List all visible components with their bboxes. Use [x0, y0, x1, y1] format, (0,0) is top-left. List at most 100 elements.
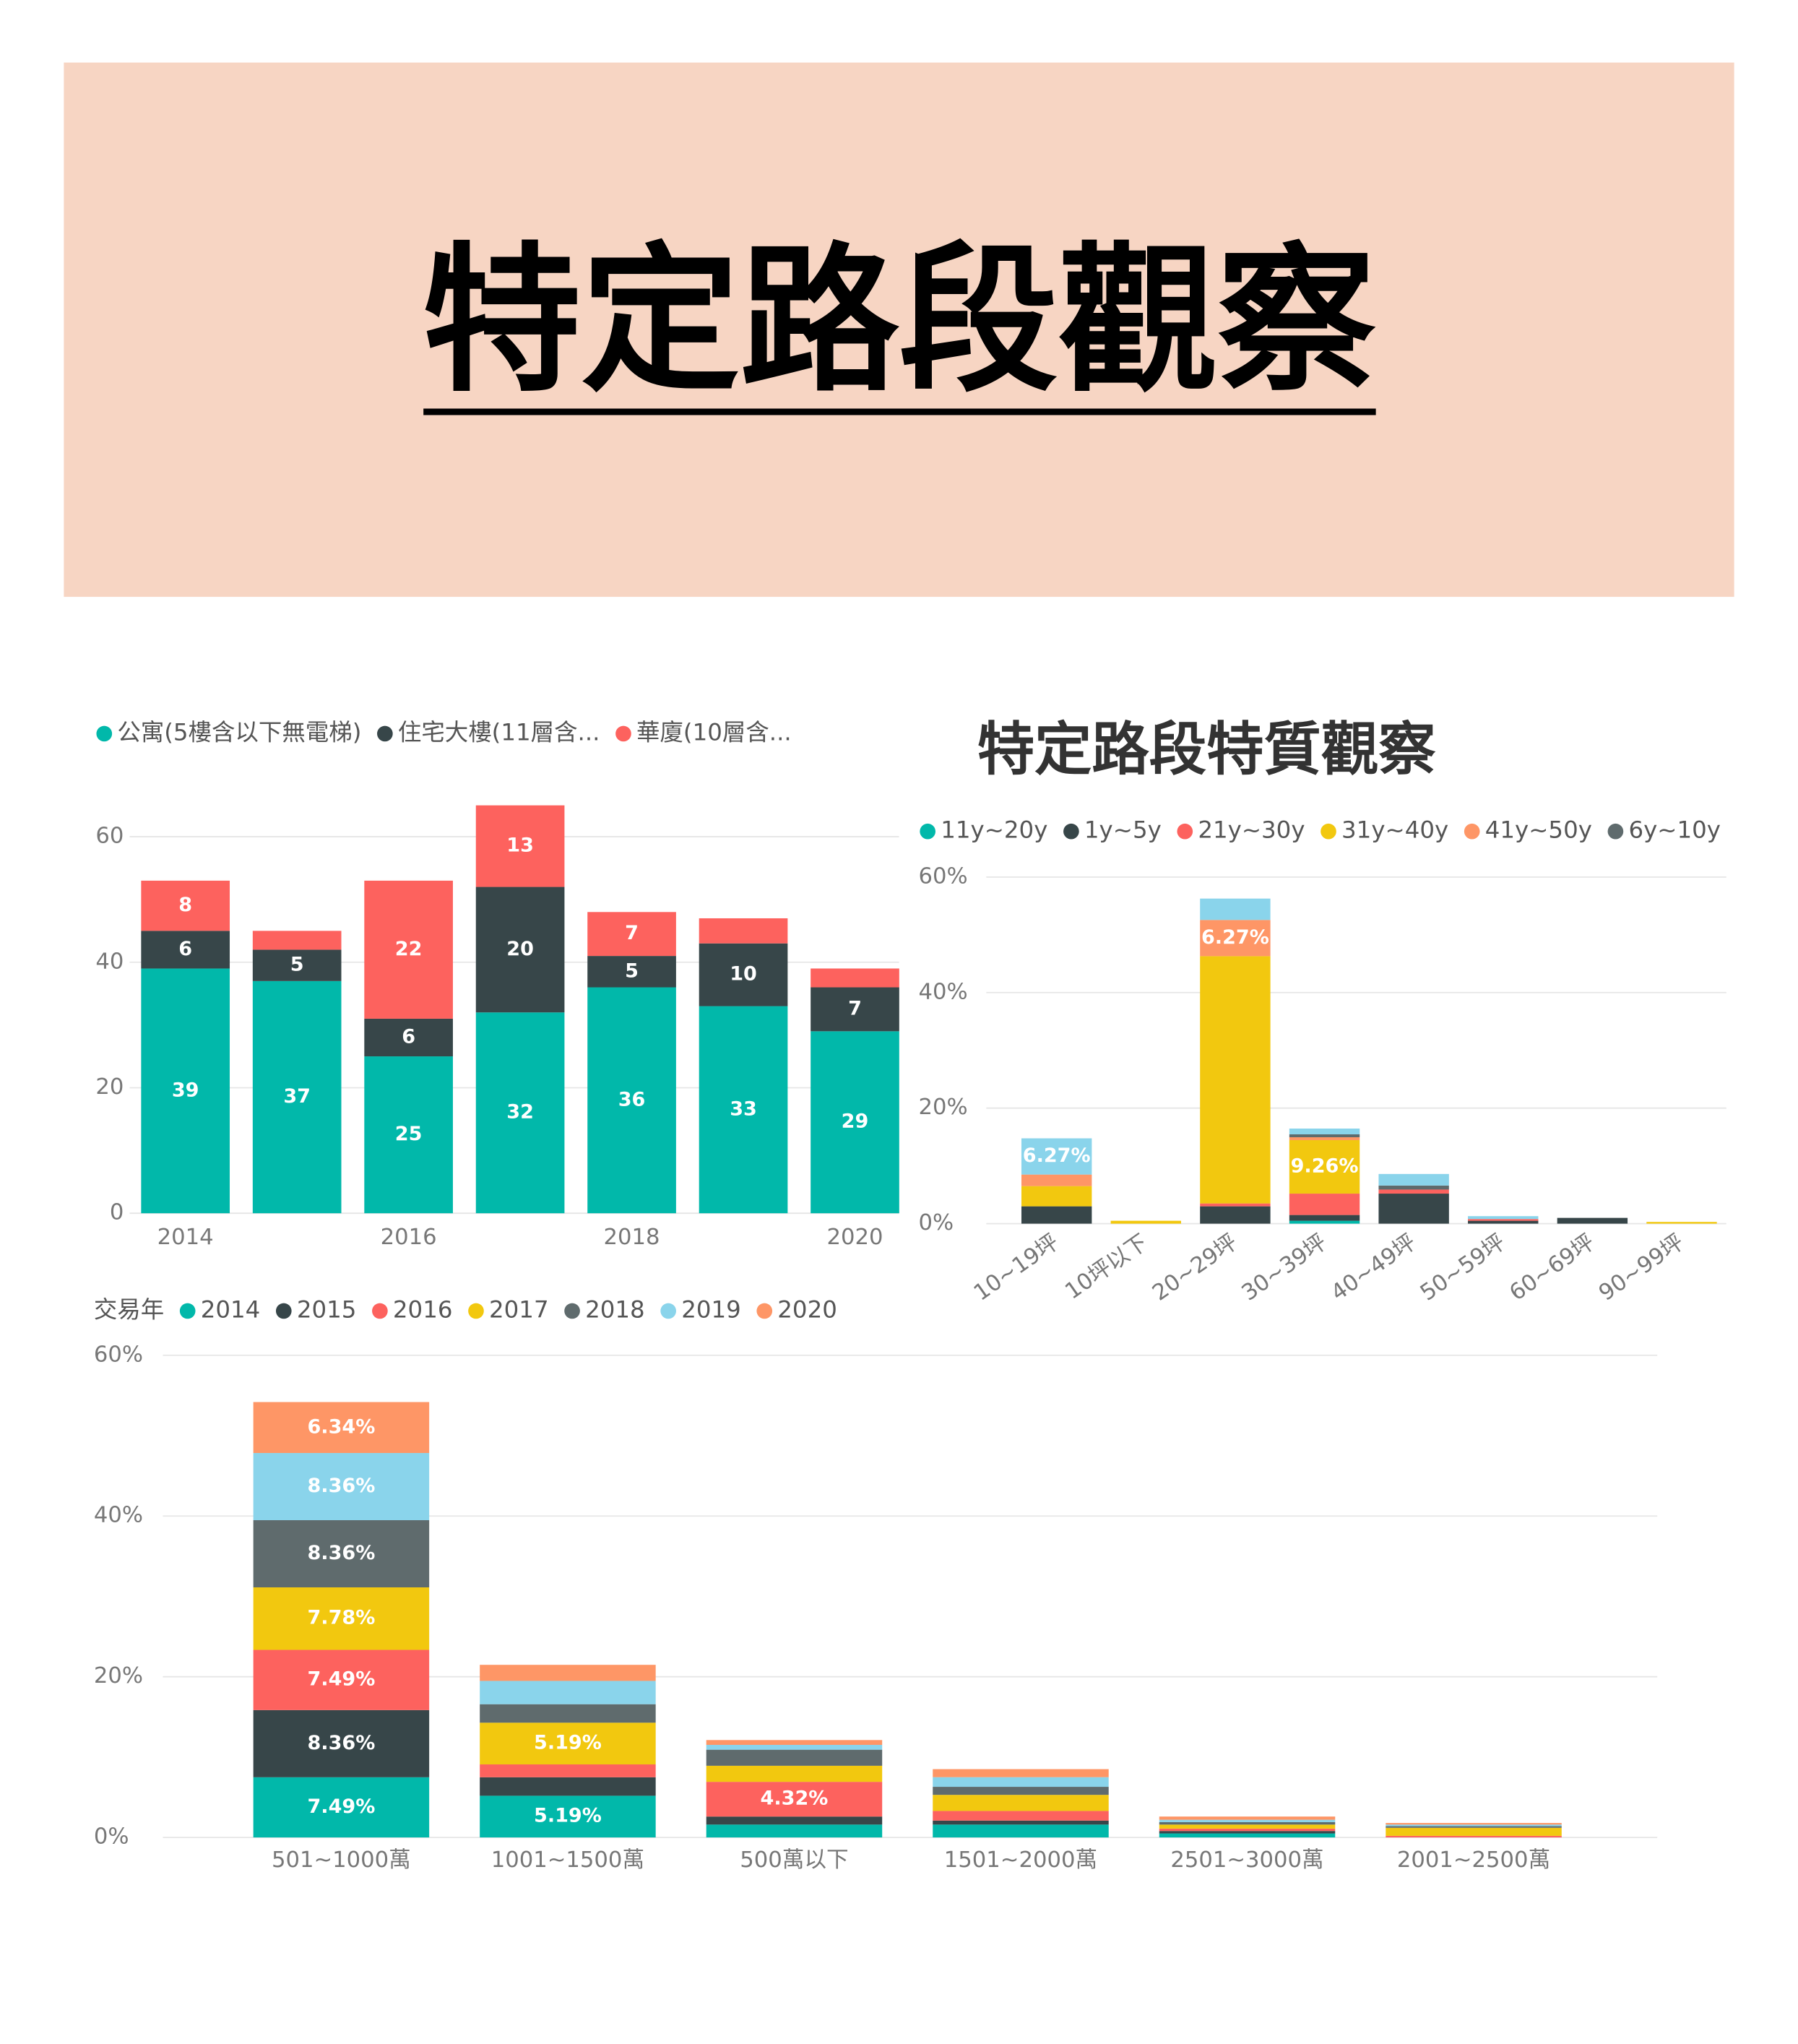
bar-segment	[1021, 1206, 1092, 1224]
bar-segment	[1289, 1128, 1360, 1134]
bar-segment	[1021, 1186, 1092, 1207]
bar-segment	[587, 912, 676, 957]
legend-title: 交易年	[94, 1295, 164, 1323]
legend-marker	[275, 1303, 292, 1319]
legend-marker	[660, 1303, 676, 1319]
data-label: 32	[506, 1101, 534, 1124]
x-tick-label: 60~69坪	[1505, 1230, 1599, 1306]
bar-segment	[253, 1587, 430, 1650]
bar-segment	[1289, 1220, 1360, 1224]
bar-segment	[1200, 1203, 1271, 1207]
legend-marker	[1321, 823, 1336, 840]
data-label: 6.27%	[1201, 926, 1269, 949]
data-label: 5	[625, 960, 639, 982]
legend-label: 公寓(5樓含以下無電梯)	[117, 718, 361, 746]
bar-segment	[699, 918, 788, 944]
data-label: 10	[730, 963, 757, 986]
x-tick-label: 90~99坪	[1594, 1230, 1688, 1306]
x-tick-label: 1501~2000萬	[944, 1847, 1097, 1873]
x-tick-label: 50~59坪	[1416, 1230, 1510, 1306]
bar-segment	[253, 1453, 430, 1521]
x-tick-label: 40~49坪	[1326, 1230, 1420, 1306]
banner	[64, 62, 1734, 598]
data-label: 7	[625, 922, 639, 944]
bar-segment	[480, 1665, 656, 1681]
legend-label: 41y~50y	[1485, 816, 1592, 844]
x-tick-label: 2501~3000萬	[1170, 1847, 1323, 1873]
bar-segment	[141, 931, 230, 969]
legend-label: 11y~20y	[941, 816, 1047, 844]
bar-segment	[364, 1018, 453, 1057]
data-label: 6.27%	[1023, 1144, 1091, 1167]
bar-segment	[933, 1811, 1109, 1821]
bar-segment	[706, 1782, 883, 1817]
bar-segment	[933, 1777, 1109, 1788]
x-tick-label: 2018	[604, 1225, 660, 1250]
y-tick-label: 0	[110, 1200, 124, 1225]
y-tick-label: 40	[95, 949, 124, 974]
bar-segment	[1468, 1216, 1539, 1220]
bar-segment	[706, 1765, 883, 1782]
bar-segment	[811, 987, 899, 1032]
bar-segment	[933, 1769, 1109, 1777]
x-tick-label: 2020	[826, 1225, 883, 1250]
data-label: 29	[842, 1111, 869, 1133]
bar-segment	[480, 1795, 656, 1838]
legend-marker	[96, 725, 113, 742]
bar-segment	[253, 1777, 430, 1838]
bar-segment	[706, 1749, 883, 1766]
bar-segment	[699, 943, 788, 1006]
bar-segment	[933, 1795, 1109, 1811]
bar-segment	[1468, 1219, 1539, 1221]
legend-label: 華廈(10層含...	[636, 718, 792, 746]
bar-segment	[253, 1520, 430, 1587]
bar-segment	[252, 980, 342, 1214]
bar-segment	[811, 1031, 899, 1214]
bar-segment	[1289, 1139, 1360, 1194]
bar-segment	[480, 1777, 656, 1796]
data-label: 22	[395, 938, 423, 960]
bar-segment	[1386, 1826, 1562, 1828]
bar-segment	[706, 1740, 883, 1745]
data-label: 4.32%	[761, 1788, 829, 1810]
bar-segment	[1021, 1138, 1092, 1175]
bar-segment	[252, 949, 342, 981]
legend-marker	[372, 1303, 388, 1319]
data-label: 5.19%	[534, 1805, 602, 1827]
bar-segment	[1110, 1220, 1181, 1224]
bar-segment	[1159, 1828, 1336, 1832]
legend-marker	[1607, 823, 1624, 840]
bar-segment	[480, 1704, 656, 1723]
y-tick-label: 40%	[919, 979, 968, 1004]
bar-segment	[1159, 1831, 1336, 1834]
y-tick-label: 20%	[94, 1663, 143, 1689]
bar-segment	[1289, 1215, 1360, 1221]
data-label: 6	[178, 938, 192, 960]
bar-segment	[364, 880, 453, 1019]
bar-segment	[480, 1722, 656, 1765]
bar-segment	[706, 1744, 883, 1750]
chart-title: 特定路段特質觀察	[977, 715, 1436, 782]
bar-segment	[1557, 1217, 1628, 1224]
legend-marker	[468, 1303, 484, 1319]
x-tick-label: 20~29坪	[1148, 1230, 1242, 1306]
data-label: 7.49%	[307, 1795, 375, 1818]
data-label: 8.36%	[307, 1732, 375, 1754]
bar-segment	[933, 1787, 1109, 1795]
data-label: 6	[402, 1025, 415, 1048]
data-label: 7.78%	[307, 1607, 375, 1629]
bar-segment	[253, 1402, 430, 1454]
bar-segment	[480, 1681, 656, 1704]
legend-marker	[179, 1303, 196, 1319]
x-tick-label: 10坪以下	[1060, 1230, 1152, 1305]
y-tick-label: 60%	[919, 863, 968, 889]
y-tick-label: 60	[95, 824, 124, 849]
x-tick-label: 2001~2500萬	[1397, 1847, 1550, 1873]
bar-segment	[1289, 1137, 1360, 1140]
data-label: 5	[290, 954, 304, 976]
x-tick-label: 2014	[157, 1225, 214, 1250]
bar-segment	[1159, 1819, 1336, 1822]
legend-label: 2020	[777, 1295, 837, 1323]
legend-label: 2019	[681, 1295, 741, 1323]
